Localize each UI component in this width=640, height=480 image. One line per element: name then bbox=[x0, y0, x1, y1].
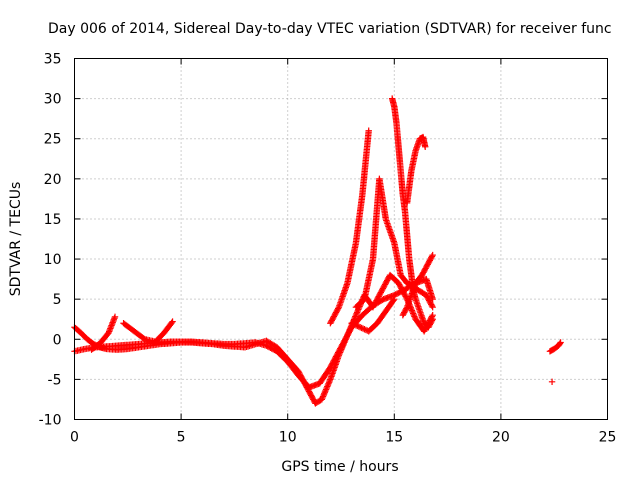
data-point bbox=[390, 297, 397, 304]
data-point bbox=[325, 379, 333, 386]
data-point bbox=[349, 320, 357, 328]
data-point bbox=[320, 391, 327, 399]
data-point bbox=[351, 314, 358, 322]
data-point bbox=[352, 313, 359, 320]
y-tick-label: 0 bbox=[53, 332, 62, 348]
data-point bbox=[356, 324, 364, 331]
data-point bbox=[335, 352, 343, 359]
data-point bbox=[429, 316, 436, 323]
data-point bbox=[318, 396, 326, 403]
y-tick-label: -10 bbox=[39, 413, 62, 429]
y-axis-label: SDTVAR / TECUs bbox=[8, 182, 24, 297]
y-tick-label: 5 bbox=[53, 292, 62, 308]
data-point bbox=[354, 307, 361, 315]
data-point bbox=[319, 393, 327, 400]
data-point bbox=[556, 340, 564, 347]
data-point bbox=[326, 377, 333, 385]
data-point bbox=[347, 324, 354, 332]
data-point bbox=[429, 251, 436, 259]
x-tick-label: 5 bbox=[177, 430, 186, 446]
x-tick-label: 10 bbox=[279, 430, 297, 446]
data-point bbox=[353, 310, 360, 317]
data-point bbox=[169, 318, 176, 325]
chart-title: Day 006 of 2014, Sidereal Day-to-day VTE… bbox=[48, 21, 612, 37]
data-point bbox=[359, 325, 367, 332]
data-point bbox=[338, 344, 346, 352]
data-point bbox=[411, 313, 418, 320]
data-point bbox=[324, 381, 332, 389]
y-tick-label: 15 bbox=[44, 212, 62, 228]
data-point bbox=[337, 347, 344, 355]
data-point bbox=[410, 311, 417, 319]
data-point bbox=[352, 322, 360, 329]
x-tick-label: 20 bbox=[492, 430, 510, 446]
data-point bbox=[323, 384, 330, 392]
data-point bbox=[336, 350, 343, 358]
data-point bbox=[365, 127, 372, 134]
axis-ticks: 0 5 10 15 20 25 -10 -5 0 5 10 15 20 25 30 35 bbox=[39, 52, 617, 446]
data-point bbox=[339, 342, 347, 349]
data-point bbox=[409, 310, 417, 317]
data-point bbox=[344, 330, 352, 338]
data-point bbox=[168, 319, 175, 327]
data-point bbox=[428, 317, 436, 324]
data-point bbox=[342, 334, 350, 342]
data-point bbox=[342, 336, 349, 343]
data-point bbox=[408, 305, 415, 313]
y-tick-label: -5 bbox=[48, 372, 62, 388]
y-tick-label: 10 bbox=[44, 252, 62, 268]
data-point bbox=[321, 390, 328, 397]
data-point bbox=[324, 383, 331, 390]
data-marks bbox=[71, 95, 564, 407]
data-point bbox=[336, 349, 344, 356]
data-point bbox=[334, 305, 342, 312]
data-point bbox=[557, 339, 564, 346]
data-point bbox=[319, 394, 326, 402]
y-tick-label: 35 bbox=[44, 52, 62, 68]
data-point bbox=[428, 253, 436, 260]
data-point bbox=[325, 380, 332, 387]
data-point bbox=[354, 322, 361, 330]
y-tick-label: 25 bbox=[44, 132, 62, 148]
y-tick-label: 30 bbox=[44, 92, 62, 108]
data-point bbox=[344, 332, 351, 339]
x-axis-label: GPS time / hours bbox=[281, 459, 398, 475]
x-tick-label: 15 bbox=[385, 430, 403, 446]
data-point bbox=[341, 337, 349, 345]
x-tick-label: 25 bbox=[599, 430, 617, 446]
data-point bbox=[355, 323, 362, 330]
data-point bbox=[321, 389, 329, 396]
data-point bbox=[429, 303, 436, 311]
plot-frame bbox=[74, 58, 608, 420]
data-point bbox=[428, 302, 436, 310]
grid bbox=[74, 58, 608, 420]
data-point bbox=[358, 324, 365, 332]
data-point bbox=[322, 386, 330, 393]
data-point bbox=[548, 378, 556, 385]
data-point bbox=[346, 327, 353, 335]
data-point bbox=[343, 333, 350, 340]
data-point bbox=[340, 340, 347, 348]
data-point bbox=[353, 309, 361, 316]
data-point bbox=[339, 343, 346, 350]
data-point bbox=[352, 312, 360, 319]
y-tick-label: 20 bbox=[44, 172, 62, 188]
data-point bbox=[338, 346, 345, 353]
data-point bbox=[345, 329, 352, 336]
data-point bbox=[111, 313, 119, 321]
data-point bbox=[322, 387, 329, 395]
data-point bbox=[422, 143, 429, 150]
data-point bbox=[391, 295, 398, 303]
data-point bbox=[408, 307, 416, 314]
data-point bbox=[348, 320, 355, 327]
data-point bbox=[403, 305, 410, 312]
data-point bbox=[351, 321, 358, 328]
data-point bbox=[341, 339, 348, 346]
data-point bbox=[361, 326, 368, 333]
data-point bbox=[346, 326, 354, 333]
x-tick-label: 0 bbox=[70, 430, 79, 446]
data-point bbox=[409, 308, 416, 316]
